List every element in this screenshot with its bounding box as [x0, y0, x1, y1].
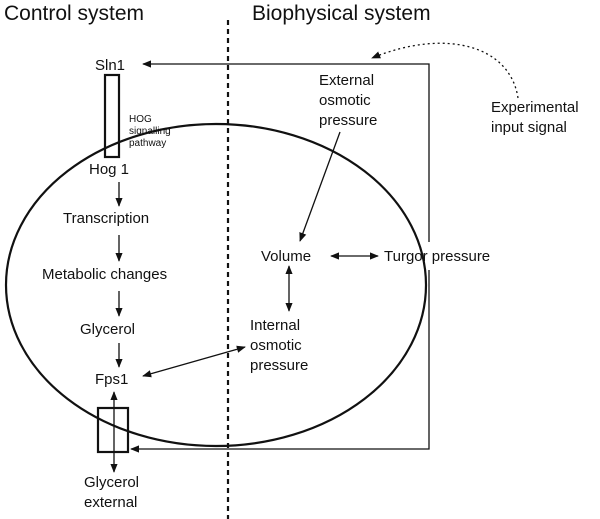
- experimental-input-arrow: [371, 42, 519, 99]
- turgor-pressure-label: Turgor pressure: [384, 248, 490, 265]
- hog1-label: Hog 1: [89, 161, 129, 178]
- cell-membrane: [4, 122, 428, 448]
- internal-pressure-label-3: pressure: [250, 357, 308, 374]
- arrow-fps1-internal-pressure: [142, 345, 246, 378]
- glycerol-external-label-2: external: [84, 494, 137, 511]
- experimental-input-label-2: input signal: [491, 119, 567, 136]
- external-pressure-label-3: pressure: [319, 112, 377, 129]
- sln1-membrane-box: [103, 73, 121, 159]
- external-pressure-label-2: osmotic: [319, 92, 371, 109]
- fps1-label: Fps1: [95, 371, 128, 388]
- control-system-title: Control system: [4, 2, 144, 25]
- internal-pressure-label-2: osmotic: [250, 337, 302, 354]
- arrow-turgor-to-fps1: [130, 270, 430, 453]
- hog-pathway-label-1: HOG: [129, 114, 152, 125]
- arrow-external-to-volume: [299, 131, 341, 242]
- volume-label: Volume: [261, 248, 311, 265]
- biophysical-system-title: Biophysical system: [252, 2, 431, 25]
- glycerol-external-label-1: Glycerol: [84, 474, 139, 491]
- transcription-label: Transcription: [63, 210, 149, 227]
- arrow-turgor-to-sln1: [142, 60, 430, 242]
- hog-pathway-label-3: pathway: [129, 138, 166, 149]
- internal-pressure-label-1: Internal: [250, 317, 300, 334]
- external-pressure-label-1: External: [319, 72, 374, 89]
- sln1-label: Sln1: [95, 57, 125, 74]
- glycerol-label: Glycerol: [80, 321, 135, 338]
- experimental-input-label-1: Experimental: [491, 99, 579, 116]
- hog-pathway-label-2: signalling: [129, 126, 171, 137]
- metabolic-changes-label: Metabolic changes: [42, 266, 167, 283]
